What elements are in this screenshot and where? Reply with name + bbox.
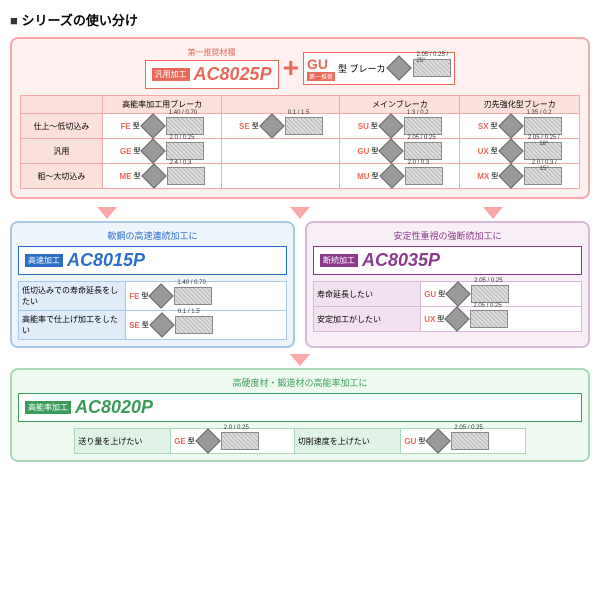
gr-grade-box: 高能率加工 AC8020P: [18, 393, 582, 422]
breaker-cell: SU型: [340, 114, 460, 139]
gr-table: 送り量を上げたいGE型切削速度を上げたいGU型: [74, 428, 525, 454]
breaker-table: 高能率加工用ブレーカ メインブレーカ刃先強化型ブレーカ 仕上～低切込みFE型SE型…: [20, 95, 580, 189]
row-label: 汎用: [21, 139, 103, 164]
breaker-cell: GE型: [102, 139, 222, 164]
hi-title: 軟鋼の高速連続加工に: [18, 229, 287, 242]
sub-breaker-cell: GE型: [171, 429, 295, 454]
br-title: 安定性重視の強断続加工に: [313, 229, 582, 242]
sub-row-label: 安定加工がしたい: [314, 307, 421, 332]
gu-diagram: [413, 59, 451, 77]
br-grade-box: 断続加工 AC8035P: [313, 246, 582, 275]
main-series-box: 第一推奨材種 汎用加工 AC8025P + GU 第一推奨 型 ブレーカ 高能率…: [10, 37, 590, 199]
gu-rec: 第一推奨: [307, 72, 335, 81]
breaker-cell: UX型: [460, 139, 580, 164]
table-header: メインブレーカ: [340, 96, 460, 114]
hi-grade-box: 高速加工 AC8015P: [18, 246, 287, 275]
sub-row-label: 低切込みでの寿命延長をしたい: [19, 282, 126, 311]
sub-row-label: 切削速度を上げたい: [294, 429, 401, 454]
arrow-icon: [97, 207, 117, 219]
plus-icon: +: [283, 52, 299, 84]
arrow-icon: [290, 354, 310, 366]
table-header: 刃先強化型ブレーカ: [460, 96, 580, 114]
table-header: [222, 96, 340, 114]
interrupted-box: 安定性重視の強断続加工に 断続加工 AC8035P 寿命延長したいGU型安定加工…: [305, 221, 590, 348]
sub-breaker-cell: GU型: [401, 429, 525, 454]
rec-label: 第一推奨材種: [145, 47, 279, 58]
breaker-cell: SE型: [222, 114, 340, 139]
insert-icon: [387, 55, 412, 80]
sub-breaker-cell: UX型: [421, 307, 582, 332]
breaker-cell: GU型: [340, 139, 460, 164]
breaker-cell: ME型: [102, 164, 222, 189]
sub-breaker-cell: SE型: [126, 311, 287, 340]
breaker-cell: [222, 164, 340, 189]
arrow-icon: [483, 207, 503, 219]
breaker-cell: [222, 139, 340, 164]
high-speed-box: 軟鋼の高速連続加工に 高速加工 AC8015P 低切込みでの寿命延長をしたいFE…: [10, 221, 295, 348]
gr-title: 高硬度材・鍛造材の高能率加工に: [18, 376, 582, 389]
main-grade-box: 汎用加工 AC8025P: [145, 60, 279, 89]
breaker-cell: SX型: [460, 114, 580, 139]
row-label: 粗～大切込み: [21, 164, 103, 189]
row-label: 仕上～低切込み: [21, 114, 103, 139]
main-tag: 汎用加工: [152, 68, 190, 81]
gu-type: 型 ブレーカ: [338, 62, 386, 75]
breaker-cell: MU型: [340, 164, 460, 189]
hi-table: 低切込みでの寿命延長をしたいFE型高能率で仕上げ加工をしたいSE型: [18, 281, 287, 340]
breaker-cell: MX型: [460, 164, 580, 189]
arrow-icon: [290, 207, 310, 219]
table-header: 高能率加工用ブレーカ: [102, 96, 222, 114]
main-grade: AC8025P: [194, 64, 272, 85]
gu-breaker-box: GU 第一推奨 型 ブレーカ: [303, 52, 456, 85]
gu-label: GU: [307, 56, 335, 72]
sub-row-label: 寿命延長したい: [314, 282, 421, 307]
sub-breaker-cell: FE型: [126, 282, 287, 311]
table-header: [21, 96, 103, 114]
sub-row-label: 高能率で仕上げ加工をしたい: [19, 311, 126, 340]
high-efficiency-box: 高硬度材・鍛造材の高能率加工に 高能率加工 AC8020P 送り量を上げたいGE…: [10, 368, 590, 462]
br-table: 寿命延長したいGU型安定加工がしたいUX型: [313, 281, 582, 332]
page-title: シリーズの使い分け: [10, 10, 590, 29]
breaker-cell: FE型: [102, 114, 222, 139]
sub-row-label: 送り量を上げたい: [75, 429, 171, 454]
